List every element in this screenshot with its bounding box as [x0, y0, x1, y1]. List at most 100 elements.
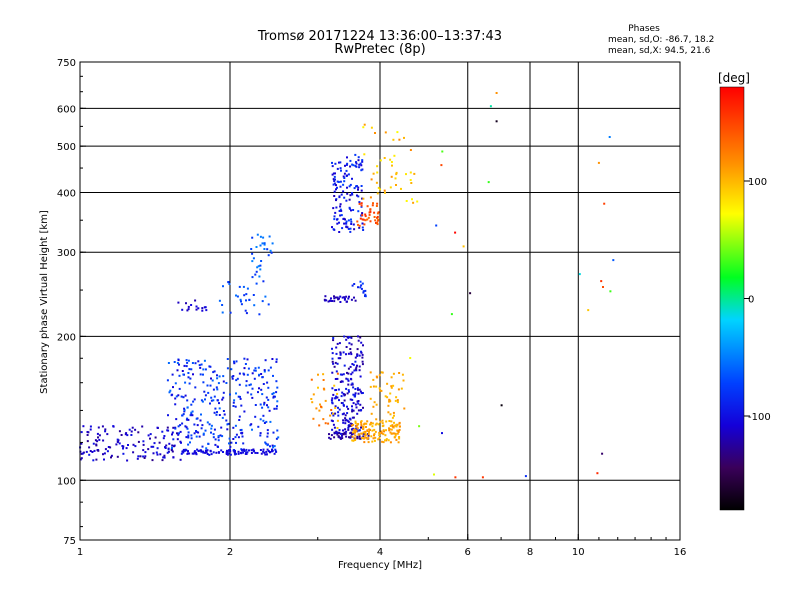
data-point — [141, 425, 144, 428]
data-point — [418, 425, 421, 428]
data-point — [222, 375, 225, 378]
data-point — [356, 387, 359, 390]
data-point — [322, 379, 325, 381]
data-point — [364, 289, 367, 292]
data-point — [260, 388, 263, 391]
data-point — [260, 452, 263, 455]
data-point — [254, 273, 257, 276]
data-point — [312, 393, 315, 396]
data-point — [391, 432, 394, 435]
data-point — [346, 226, 349, 229]
data-point — [337, 406, 339, 409]
data-point — [396, 131, 399, 134]
data-point — [263, 451, 266, 454]
data-point — [240, 448, 243, 451]
data-point — [384, 439, 386, 442]
data-point — [188, 382, 191, 385]
data-point — [393, 436, 396, 439]
data-point — [396, 399, 399, 402]
data-point — [179, 430, 182, 433]
data-point — [265, 453, 268, 456]
data-point — [398, 425, 401, 428]
data-point — [218, 407, 221, 410]
data-point — [341, 296, 344, 299]
data-point — [347, 389, 350, 392]
data-point — [175, 395, 178, 398]
data-point — [344, 417, 347, 420]
data-point — [210, 427, 213, 430]
data-point — [262, 236, 265, 239]
y-tick-label: 750 — [57, 58, 76, 69]
data-point — [333, 426, 336, 429]
data-point — [246, 287, 249, 290]
data-point — [95, 443, 98, 446]
data-point — [137, 440, 140, 443]
data-point — [346, 405, 348, 408]
data-point — [351, 439, 354, 442]
data-point — [336, 372, 339, 375]
data-point — [273, 407, 276, 410]
data-point — [336, 180, 339, 183]
data-point — [231, 377, 234, 380]
data-point — [211, 379, 214, 382]
data-point — [203, 306, 206, 309]
data-point — [259, 235, 262, 238]
data-point — [380, 389, 383, 392]
data-point — [331, 387, 334, 390]
data-point — [383, 189, 386, 192]
data-point — [180, 441, 182, 444]
data-point — [333, 182, 336, 185]
data-point — [360, 287, 363, 290]
data-point — [122, 447, 124, 450]
data-point — [216, 374, 218, 377]
data-point — [341, 402, 344, 405]
data-point — [217, 439, 220, 442]
data-point — [142, 455, 145, 458]
data-point — [358, 369, 361, 372]
data-point — [335, 389, 338, 391]
colorbar-label: [deg] — [718, 71, 750, 85]
data-point — [215, 413, 218, 416]
data-point — [334, 361, 337, 364]
data-point — [495, 120, 498, 123]
phase-stats-o: mean, sd,O: -86.7, 18.2 — [608, 35, 714, 45]
chart-title: Tromsø 20171224 13:36:00–13:37:43 — [257, 29, 502, 44]
data-point — [276, 405, 278, 408]
data-point — [196, 448, 199, 451]
data-point — [369, 208, 372, 211]
data-point — [216, 399, 219, 402]
data-point — [360, 350, 362, 353]
data-point — [267, 254, 270, 257]
data-point — [354, 394, 357, 397]
data-point — [206, 449, 209, 452]
data-point — [331, 161, 333, 164]
data-point — [269, 249, 272, 252]
data-point — [190, 304, 193, 306]
data-point — [363, 153, 366, 156]
data-point — [204, 394, 207, 397]
data-point — [345, 435, 348, 438]
data-point — [358, 365, 361, 368]
data-point — [342, 404, 345, 407]
data-point — [393, 414, 395, 417]
data-point — [136, 457, 139, 460]
data-point — [153, 442, 156, 445]
data-point — [335, 430, 338, 433]
data-point — [86, 431, 89, 433]
data-point — [267, 386, 270, 389]
data-point — [131, 426, 134, 429]
data-point — [176, 432, 178, 435]
data-point — [246, 358, 249, 361]
data-point — [251, 252, 254, 255]
data-point — [324, 422, 327, 425]
data-point — [336, 427, 339, 429]
data-point — [370, 126, 373, 129]
data-point — [376, 221, 379, 224]
data-point — [186, 417, 189, 420]
data-point — [333, 195, 336, 197]
data-point — [342, 412, 345, 415]
data-point — [232, 438, 235, 440]
data-point — [257, 425, 260, 428]
data-point — [440, 164, 443, 167]
data-point — [322, 373, 325, 376]
